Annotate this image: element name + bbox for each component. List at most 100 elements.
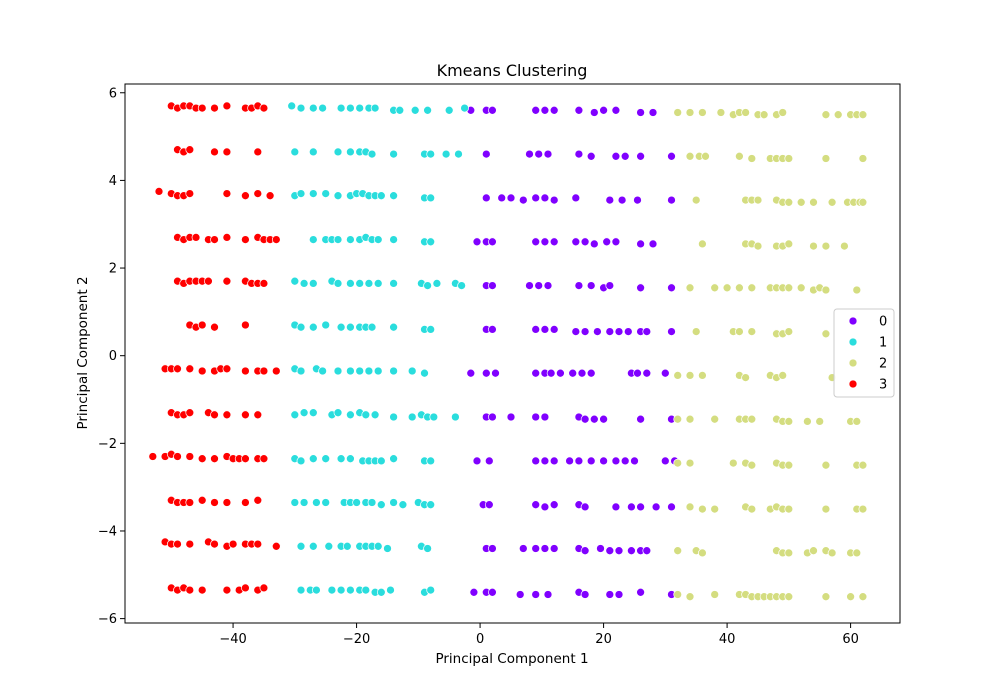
series-1 [287,101,469,597]
data-point [611,237,621,247]
data-point [185,364,195,374]
data-point [185,539,195,549]
data-point [753,241,763,251]
data-point [571,237,581,247]
data-point [673,108,683,117]
data-point [858,154,868,163]
data-point [308,408,318,418]
data-point [710,283,720,293]
data-point [423,105,432,115]
data-point [821,504,831,514]
data-point [784,548,794,558]
legend-label: 2 [879,357,887,372]
data-point [614,327,624,336]
data-point [627,546,636,556]
data-point [784,154,794,163]
data-point [821,460,831,470]
data-point [308,189,318,198]
data-point [389,412,398,422]
data-point [432,279,442,288]
data-point [858,504,868,514]
data-point [858,592,868,602]
data-point [241,320,250,330]
data-point [389,149,398,159]
data-point [484,456,494,466]
data-point [241,366,250,376]
data-point [241,410,250,420]
data-point [222,410,232,420]
data-point [531,500,541,510]
data-point [580,414,590,424]
legend: 0 1 2 3 [833,308,895,398]
data-point [633,195,642,205]
data-point [531,193,541,203]
data-point [784,283,794,293]
data-point [484,500,494,510]
data-point [173,539,182,549]
data-point [346,235,355,244]
data-point [531,544,541,553]
data-point [580,590,590,599]
data-point [210,539,219,549]
data-point [685,283,695,293]
data-point [685,371,695,380]
data-point [333,279,343,288]
x-tick-label: 20 [595,632,612,647]
data-point [296,585,306,595]
data-point [299,279,309,288]
data-point [673,546,683,556]
data-point [611,151,621,161]
data-point [586,151,596,161]
data-point [426,149,436,159]
data-point [784,197,794,207]
data-point [821,592,831,602]
y-tick-label: −4 [98,524,117,539]
data-point [373,235,383,244]
data-point [747,154,757,163]
data-point [398,500,408,510]
data-point [525,149,534,159]
data-point [333,408,343,418]
data-point [549,325,559,334]
data-point [210,235,219,244]
data-point [852,285,862,295]
data-point [197,366,207,376]
data-point [488,412,497,422]
data-point [355,103,365,113]
data-point [642,546,652,556]
data-point [698,239,707,249]
data-point [821,329,831,339]
data-point [784,460,794,470]
data-point [222,585,232,595]
y-axis-label: Principal Component 2 [75,276,91,429]
data-point [574,149,584,159]
data-point [407,412,417,422]
data-point [488,587,497,597]
data-point [540,456,550,466]
data-point [454,149,463,159]
data-point [614,590,624,599]
data-point [858,460,868,470]
data-point [321,320,331,330]
data-point [691,327,701,336]
data-point [265,191,275,201]
data-point [488,281,497,290]
data-point [605,195,615,205]
data-point [540,105,550,115]
data-point [574,456,584,466]
data-point [698,504,707,514]
data-point [346,366,355,376]
data-point [389,322,398,332]
data-point [858,197,868,207]
y-tick-label: 6 [109,86,117,101]
data-point [565,456,574,466]
data-point [540,502,550,512]
data-point [308,454,318,464]
data-point [611,502,621,512]
data-point [840,241,849,251]
data-point [660,368,670,378]
data-point [259,454,269,464]
data-point [197,585,207,595]
data-point [846,592,855,602]
data-point [614,546,624,556]
